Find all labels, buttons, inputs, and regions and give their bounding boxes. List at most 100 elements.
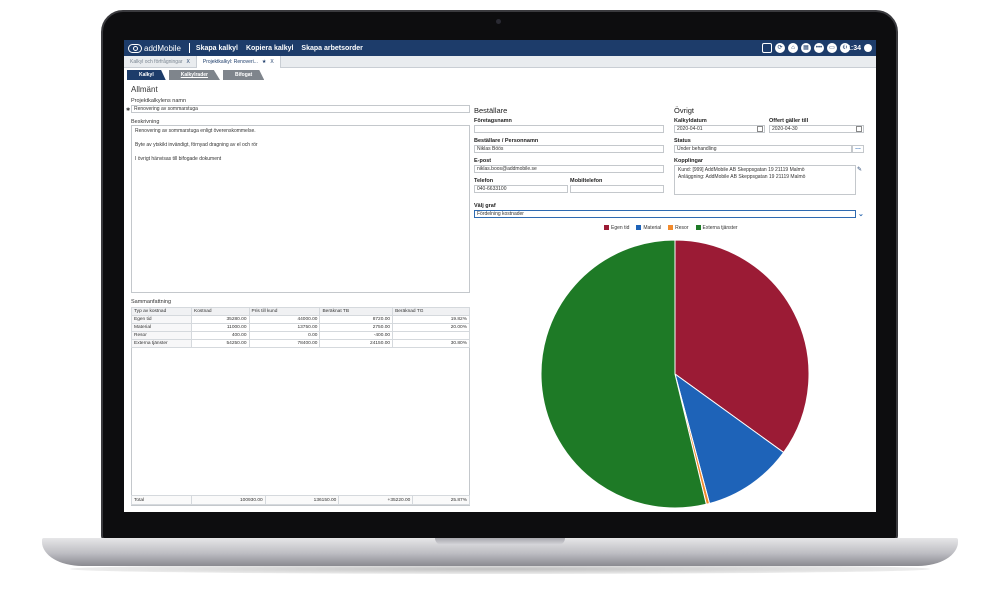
brand-name: addMobile — [144, 43, 181, 53]
create-workorder-link[interactable]: Skapa arbetsorder — [301, 44, 363, 52]
top-bar: addMobile Skapa kalkyl Kopiera kalkyl Sk… — [124, 40, 876, 56]
sub-tabs: Kalkyl Kalkylrader Bifogat — [124, 70, 265, 82]
chevron-down-icon[interactable]: ⌄ — [858, 211, 864, 218]
mobile-field[interactable] — [570, 185, 664, 193]
laptop-shadow — [70, 564, 930, 574]
window-tabs: Kalkyl och förfrågningar X Projektkalkyl… — [124, 56, 876, 68]
legend-swatch — [695, 225, 701, 230]
desc-line: Renovering av sommarstuga enligt överens… — [135, 128, 256, 134]
save-icon[interactable] — [762, 43, 772, 53]
desc-line: Byte av ytskikt invändigt, förnyad dragn… — [135, 142, 258, 148]
links-box[interactable]: Kund: [999] AddMobile AB Skeppsgatan 19 … — [674, 165, 856, 195]
tab-label: Kalkyl och förfrågningar — [130, 59, 183, 65]
company-field[interactable] — [474, 125, 664, 133]
window-icon[interactable]: ▭ — [827, 43, 837, 53]
pie-slice-egen-tid[interactable] — [674, 239, 810, 454]
cell: 30.80% — [392, 339, 470, 348]
col-header: Pris till kund — [248, 307, 321, 316]
cell: 400.00 — [191, 331, 250, 340]
pie-slice-externa-tjänster[interactable] — [540, 239, 707, 509]
cell — [392, 331, 470, 340]
summary-table: Typ av kostnad Kostnad Pris till kund Be… — [131, 307, 470, 348]
legend-item[interactable]: Resor — [668, 225, 689, 231]
chart-legend: Egen tid Material Resor Externa tjänster — [604, 225, 738, 231]
required-icon: ✱ — [126, 107, 131, 113]
calc-date-field[interactable]: 2020-04-01 — [674, 125, 765, 133]
calendar-icon[interactable] — [856, 126, 862, 132]
tab-calcs[interactable]: Kalkyl och förfrågningar X — [124, 56, 196, 68]
logo-icon — [128, 43, 142, 53]
calendar-icon[interactable] — [757, 126, 763, 132]
cell: 11000.00 — [191, 323, 250, 332]
user-icon[interactable] — [864, 44, 872, 52]
edit-icon[interactable]: ✎ — [857, 167, 863, 173]
subtab-kalkyl[interactable]: Kalkyl — [127, 70, 166, 80]
cell: 20.00% — [392, 323, 470, 332]
create-calc-link[interactable]: Skapa kalkyl — [195, 44, 238, 52]
person-label: Beställare / Personnamn — [474, 138, 539, 144]
pie-slice-material[interactable] — [674, 372, 785, 505]
valid-until-field[interactable]: 2020-04-30 — [769, 125, 864, 133]
copy-calc-link[interactable]: Kopiera kalkyl — [245, 44, 294, 52]
close-icon[interactable]: X — [270, 59, 274, 65]
cell: 13750.00 — [248, 323, 321, 332]
name-label: Projektkalkylens namn — [131, 98, 187, 104]
refresh-icon[interactable]: ⟳ — [775, 43, 785, 53]
cell: 24150.00 — [319, 339, 394, 348]
tab-label: Projektkalkyl: Renoveri... — [202, 59, 258, 65]
desc-label: Beskrivning — [131, 119, 160, 125]
subtab-bifogat[interactable]: Bifogat — [222, 70, 265, 80]
brand-logo[interactable]: addMobile — [128, 43, 181, 53]
links-label: Kopplingar — [674, 158, 704, 164]
home-icon[interactable]: ⌂ — [788, 43, 798, 53]
status-more-button[interactable]: … — [852, 145, 864, 153]
cell: 136150.00 — [264, 495, 340, 505]
more-icon[interactable]: ••• — [814, 43, 824, 53]
legend-swatch — [668, 225, 674, 230]
desc-line — [135, 135, 466, 142]
status-field[interactable]: Under behandling — [674, 145, 852, 153]
legend-label: Egen tid — [611, 225, 630, 231]
subtab-label: Kalkylrader — [180, 72, 208, 78]
clock-time: 11:34 — [843, 44, 861, 52]
cell: 35280.00 — [191, 315, 250, 324]
cell: 0.00 — [248, 331, 321, 340]
mobile-label: Mobiltelefon — [570, 178, 603, 184]
graph-select[interactable]: Fördelning kostnader — [474, 210, 856, 218]
table-row: Externa tjänster 54250.00 78400.00 24150… — [131, 339, 470, 348]
description-textarea[interactable]: Renovering av sommarstuga enligt överens… — [131, 125, 470, 293]
email-field[interactable]: niklas.boos@addmobile.se — [474, 165, 664, 173]
cell: Resor — [131, 331, 192, 340]
link-line: Kund: [999] AddMobile AB Skeppsgatan 19 … — [678, 167, 805, 173]
table-row: Material 11000.00 13750.00 2750.00 20.00… — [131, 323, 470, 332]
cell: Total — [131, 495, 192, 505]
cell: 78400.00 — [248, 339, 321, 348]
app-screen: addMobile Skapa kalkyl Kopiera kalkyl Sk… — [124, 40, 876, 512]
laptop-notch — [435, 538, 565, 545]
legend-item[interactable]: Externa tjänster — [695, 225, 738, 231]
link-line: Anläggning: AddMobile AB Skeppsgatan 19 … — [678, 174, 806, 180]
legend-item[interactable]: Material — [636, 225, 661, 231]
person-field[interactable]: Niklas Böös — [474, 145, 664, 153]
tab-project-calc[interactable]: Projektkalkyl: Renoveri... ★ X — [195, 56, 281, 68]
graph-label: Välj graf — [474, 203, 496, 209]
legend-item[interactable]: Egen tid — [604, 225, 629, 231]
section-heading-general: Allmänt — [131, 85, 158, 94]
grid-icon[interactable]: ▦ — [801, 43, 811, 53]
cell: 2750.00 — [319, 323, 394, 332]
clock: 11:34 — [843, 44, 872, 52]
cell: -400.00 — [319, 331, 394, 340]
phone-field[interactable]: 040-6633100 — [474, 185, 568, 193]
status-label: Status — [674, 138, 691, 144]
close-icon[interactable]: X — [186, 59, 190, 65]
summary-total: Total 100930.00 136150.00 +35220.00 25.8… — [131, 495, 470, 505]
table-row: Resor 400.00 0.00 -400.00 — [131, 331, 470, 340]
star-icon[interactable]: ★ — [261, 59, 267, 65]
col-header: Beräknat TB — [319, 307, 394, 316]
name-field[interactable]: Renovering av sommarstuga — [131, 105, 470, 113]
company-label: Företagsnamn — [474, 118, 512, 124]
calc-date-label: Kalkyldatum — [674, 118, 707, 124]
settings-icon[interactable]: ⚙ — [840, 43, 850, 53]
subtab-kalkylrader[interactable]: Kalkylrader — [168, 70, 220, 80]
